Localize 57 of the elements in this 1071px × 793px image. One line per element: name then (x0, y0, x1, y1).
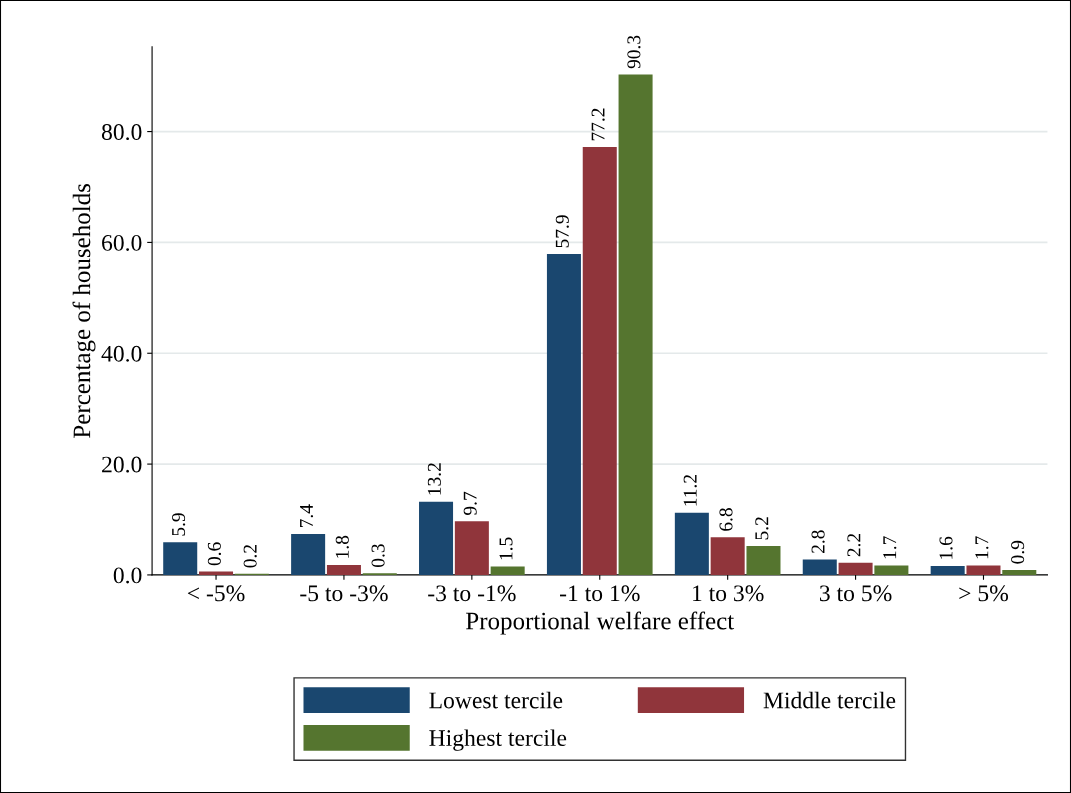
data-label: 57.9 (555, 215, 569, 248)
legend-label: Highest tercile (429, 729, 567, 751)
x-axis-title: Proportional welfare effect (466, 611, 735, 635)
data-label: 6.8 (719, 508, 733, 531)
x-tick-label: 3 to 5% (819, 585, 892, 602)
bar (874, 565, 909, 575)
y-tick-label: 60.0 (102, 234, 142, 251)
bar (746, 546, 781, 575)
bar (930, 566, 965, 575)
x-tick-label: -3 to -1% (428, 585, 516, 602)
bar (291, 533, 326, 575)
bar (454, 521, 489, 575)
data-label: 1.8 (335, 535, 349, 558)
bar (838, 562, 873, 575)
bar (966, 565, 1001, 575)
y-tick-label: 80.0 (101, 124, 142, 141)
data-label: 0.9 (1011, 540, 1025, 564)
x-tick-label: -1 to 1% (559, 585, 640, 602)
bar (199, 571, 234, 575)
data-label: 77.2 (591, 108, 605, 141)
bar (582, 147, 617, 575)
y-axis-title: Percentage of households (72, 184, 96, 438)
data-label: 0.6 (207, 542, 221, 566)
x-tick-label: -5 to -3% (300, 585, 388, 602)
x-tick-label: < -5% (187, 585, 245, 602)
bar (618, 74, 653, 575)
data-label: 5.2 (755, 517, 769, 540)
bar (419, 501, 454, 575)
data-label: 1.6 (939, 536, 953, 559)
bar (163, 542, 198, 575)
y-tick-label: 40.0 (101, 345, 142, 362)
data-label: 0.3 (371, 544, 385, 567)
legend-label: Lowest tercile (429, 691, 563, 709)
bar (490, 566, 525, 575)
data-label: 0.2 (243, 545, 257, 568)
y-tick-label: 0.0 (113, 567, 142, 584)
bar (674, 512, 709, 575)
data-label: 7.4 (300, 504, 314, 528)
bar (326, 564, 361, 575)
data-label: 5.9 (172, 513, 186, 536)
bar (710, 537, 745, 575)
data-label: 90.3 (627, 35, 641, 69)
y-tick-label: 20.0 (102, 456, 142, 473)
data-label: 13.2 (427, 463, 441, 495)
data-label: 2.8 (811, 530, 825, 553)
data-label: 9.7 (463, 491, 477, 515)
x-tick-label: > 5% (959, 585, 1009, 602)
x-tick-label: 1 to 3% (693, 585, 764, 602)
legend-label: Middle tercile (763, 691, 896, 709)
data-label: 2.2 (847, 533, 861, 557)
data-label: 1.7 (883, 536, 897, 559)
bar (1002, 569, 1037, 575)
data-label: 1.5 (499, 537, 513, 560)
data-label: 11.2 (683, 475, 697, 506)
bar (546, 254, 581, 575)
data-label: 1.7 (975, 536, 989, 559)
bar (802, 559, 837, 575)
